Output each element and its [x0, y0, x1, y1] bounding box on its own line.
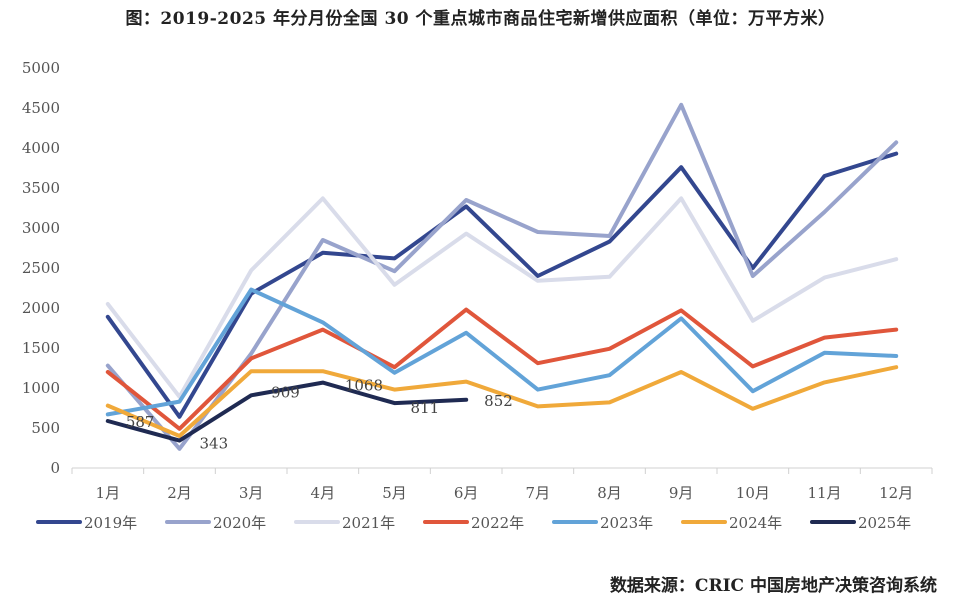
series-line-2022年	[105, 307, 899, 431]
legend-label: 2022年	[471, 514, 524, 532]
x-tick-label: 5月	[382, 484, 407, 502]
y-tick-label: 0	[50, 459, 60, 477]
series-line-2021年	[105, 196, 899, 399]
x-tick-label: 6月	[454, 484, 479, 502]
x-tick-label: 1月	[96, 484, 121, 502]
legend-label: 2020年	[213, 514, 266, 532]
data-label: 909	[271, 383, 300, 401]
legend-label: 2021年	[342, 514, 395, 532]
y-tick-label: 5000	[22, 59, 60, 77]
x-axis: 1月 2月 3月 4月 5月 6月 7月 8月 9月 10月 11月 12月	[71, 467, 933, 502]
y-tick-label: 2000	[22, 299, 60, 317]
x-tick-label: 12月	[879, 484, 913, 502]
series-line-2025年	[105, 380, 469, 443]
y-tick-label: 2500	[22, 259, 60, 277]
legend-label: 2024年	[729, 514, 782, 532]
legend-label: 2023年	[600, 514, 653, 532]
series-lines	[105, 102, 899, 451]
data-label: 587	[126, 413, 155, 431]
y-tick-label: 1000	[22, 379, 60, 397]
legend-label: 2025年	[858, 514, 911, 532]
data-labels: 587 343 909 1068 811 852	[126, 377, 513, 453]
legend-label: 2019年	[84, 514, 137, 532]
source-note: 数据来源：CRIC 中国房地产决策咨询系统	[609, 576, 937, 596]
data-label: 811	[411, 399, 440, 417]
x-tick-label: 10月	[736, 484, 770, 502]
x-tick-label: 7月	[526, 484, 551, 502]
data-label: 852	[484, 392, 513, 410]
y-tick-label: 4000	[22, 139, 60, 157]
data-label: 343	[200, 435, 229, 453]
y-axis: 0 500 1000 1500 2000 2500 3000 3500 4000 4500 5000	[22, 59, 60, 477]
x-tick-label: 11月	[807, 484, 841, 502]
data-label: 1068	[345, 377, 383, 395]
y-tick-label: 3000	[22, 219, 60, 237]
y-tick-label: 1500	[22, 339, 60, 357]
x-tick-label: 9月	[669, 484, 694, 502]
chart-title: 图：2019-2025 年分月份全国 30 个重点城市商品住宅新增供应面积（单位…	[125, 9, 836, 29]
series-line-2019年	[105, 151, 899, 419]
series-line-2024年	[105, 365, 899, 438]
x-tick-label: 2月	[167, 484, 192, 502]
legend: 2019年 2020年 2021年 2022年 2023年 2024年 2025年	[36, 514, 911, 532]
y-tick-label: 3500	[22, 179, 60, 197]
series-line-2023年	[105, 287, 899, 417]
y-tick-label: 500	[31, 419, 60, 437]
x-tick-label: 8月	[597, 484, 622, 502]
x-tick-label: 4月	[311, 484, 336, 502]
y-tick-label: 4500	[22, 99, 60, 117]
x-tick-label: 3月	[239, 484, 264, 502]
